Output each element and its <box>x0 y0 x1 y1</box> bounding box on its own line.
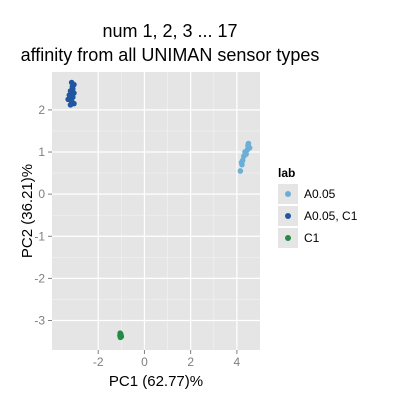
data-point-series-0 <box>242 149 248 155</box>
data-point-series-0 <box>237 168 244 174</box>
legend-swatch-c1 <box>285 235 291 241</box>
legend-label: A0.05 <box>304 187 336 201</box>
data-point-series-0 <box>241 153 247 160</box>
data-point-series-1 <box>70 94 76 101</box>
x-axis-title: PC1 (62.77)% <box>109 373 203 390</box>
data-point-series-1 <box>69 83 76 90</box>
data-points <box>65 79 253 341</box>
y-tick-label: -2 <box>34 271 45 285</box>
legend-key <box>278 206 298 226</box>
data-point-series-1 <box>67 102 74 108</box>
legend-label: A0.05, C1 <box>304 209 358 223</box>
legend-swatch-a005 <box>285 191 291 197</box>
chart-title-line-2: affinity from all UNIMAN sensor types <box>20 45 320 65</box>
y-tick-label: -3 <box>34 314 45 328</box>
x-tick-label: 0 <box>141 355 148 369</box>
legend-key <box>278 228 298 248</box>
x-tick-label: -2 <box>93 355 104 369</box>
legend-label: C1 <box>304 231 320 245</box>
legend-swatch-a005-c1 <box>285 213 291 219</box>
data-point-series-0 <box>239 161 245 168</box>
chart-title-line-1: num 1, 2, 3 ... 17 <box>102 21 238 41</box>
y-tick-label: 0 <box>38 187 45 201</box>
x-tick-label: 4 <box>234 355 241 369</box>
legend-title: lab <box>278 166 296 180</box>
data-point-series-0 <box>245 142 251 149</box>
y-tick-label: 2 <box>38 103 45 117</box>
y-axis-title: PC2 (36.21)% <box>19 164 36 258</box>
plot-panel <box>52 72 260 350</box>
x-tick-label: 2 <box>187 355 194 369</box>
data-point-series-2 <box>117 332 124 339</box>
data-point-series-1 <box>71 90 77 96</box>
minor-gridlines <box>52 72 260 350</box>
legend-key <box>278 184 298 204</box>
axis-ticks: -2 0 2 4 -3 -2 -1 0 1 2 <box>34 103 240 369</box>
y-tick-label: 1 <box>38 145 45 159</box>
y-tick-label: -1 <box>34 229 45 243</box>
major-gridlines <box>52 72 260 350</box>
